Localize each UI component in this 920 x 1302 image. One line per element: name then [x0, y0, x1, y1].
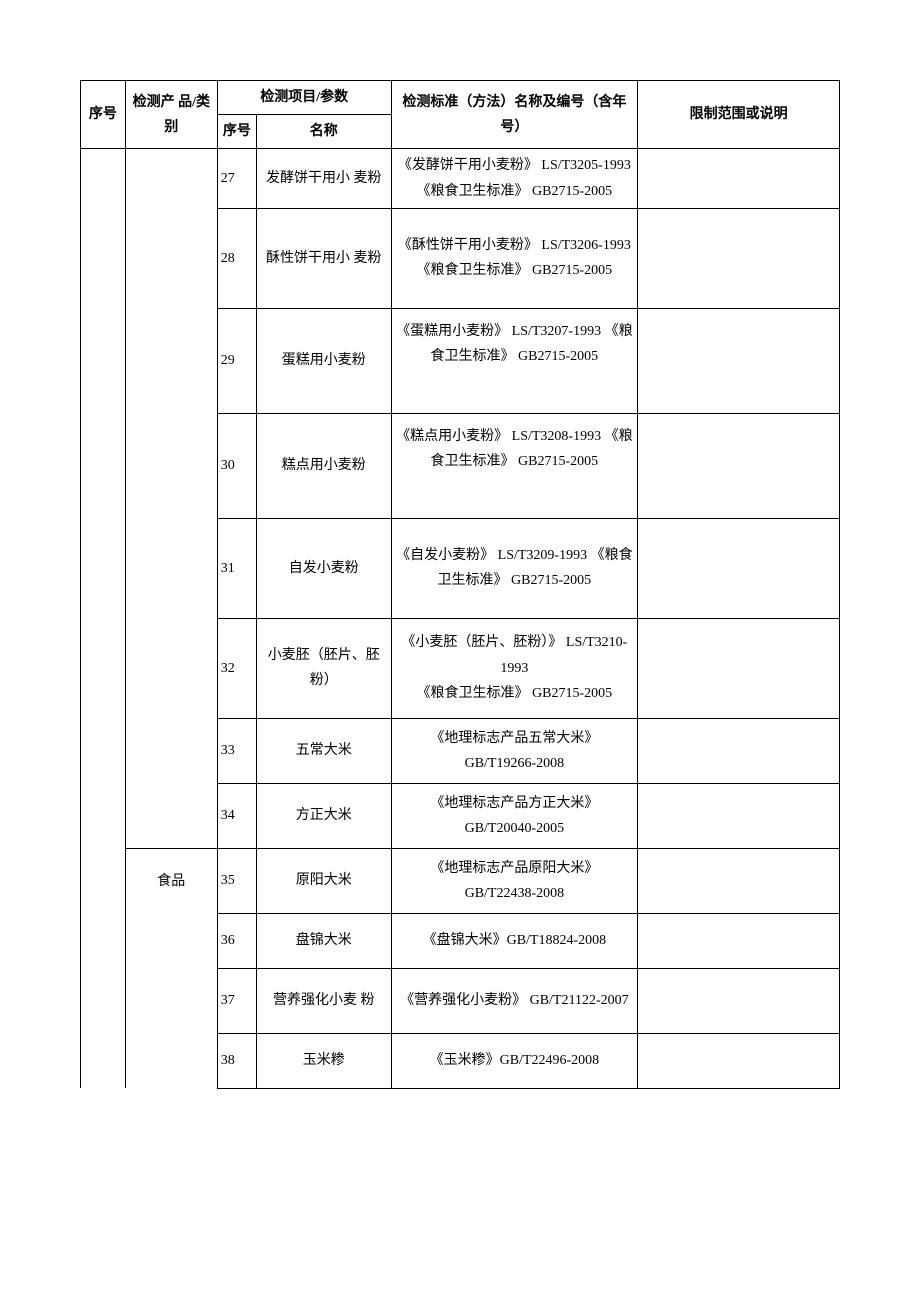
cell-std: 《酥性饼干用小麦粉》 LS/T3206-1993 《粮食卫生标准》 GB2715… — [391, 208, 638, 308]
table-row: 食品 35 原阳大米 《地理标志产品原阳大米》 GB/T22438-2008 — [81, 848, 840, 913]
cell-limit — [638, 848, 840, 913]
table-header: 序号 检测产 品/类别 检测项目/参数 检测标准（方法）名称及编号（含年号） 限… — [81, 81, 840, 149]
cell-sub-seq: 31 — [217, 518, 256, 618]
cell-limit — [638, 413, 840, 518]
cell-sub-seq: 30 — [217, 413, 256, 518]
cell-category: 食品 — [125, 848, 217, 1088]
table-row: 27 发酵饼干用小 麦粉 《发酵饼干用小麦粉》 LS/T3205-1993 《粮… — [81, 149, 840, 208]
cell-std: 《地理标志产品五常大米》 GB/T19266-2008 — [391, 718, 638, 783]
header-sub-seq: 序号 — [217, 115, 256, 149]
cell-limit — [638, 208, 840, 308]
cell-sub-seq: 35 — [217, 848, 256, 913]
cell-sub-seq: 33 — [217, 718, 256, 783]
cell-name: 发酵饼干用小 麦粉 — [257, 149, 392, 208]
cell-std: 《地理标志产品原阳大米》 GB/T22438-2008 — [391, 848, 638, 913]
header-name: 名称 — [257, 115, 392, 149]
cell-name: 小麦胚（胚片、胚粉） — [257, 618, 392, 718]
cell-sub-seq: 38 — [217, 1033, 256, 1088]
cell-name: 五常大米 — [257, 718, 392, 783]
inspection-table: 序号 检测产 品/类别 检测项目/参数 检测标准（方法）名称及编号（含年号） 限… — [80, 80, 840, 1089]
cell-name: 原阳大米 — [257, 848, 392, 913]
cell-seq — [81, 149, 126, 848]
header-category: 检测产 品/类别 — [125, 81, 217, 149]
cell-limit — [638, 783, 840, 848]
cell-sub-seq: 36 — [217, 913, 256, 968]
cell-sub-seq: 29 — [217, 308, 256, 413]
cell-std: 《糕点用小麦粉》 LS/T3208-1993 《粮食卫生标准》 GB2715-2… — [391, 413, 638, 518]
cell-limit — [638, 618, 840, 718]
cell-sub-seq: 28 — [217, 208, 256, 308]
cell-limit — [638, 1033, 840, 1088]
cell-name: 糕点用小麦粉 — [257, 413, 392, 518]
cell-limit — [638, 149, 840, 208]
cell-std: 《玉米糁》GB/T22496-2008 — [391, 1033, 638, 1088]
header-seq: 序号 — [81, 81, 126, 149]
cell-limit — [638, 718, 840, 783]
cell-name: 方正大米 — [257, 783, 392, 848]
cell-limit — [638, 968, 840, 1033]
cell-std: 《营养强化小麦粉》 GB/T21122-2007 — [391, 968, 638, 1033]
cell-std: 《自发小麦粉》 LS/T3209-1993 《粮食卫生标准》 GB2715-20… — [391, 518, 638, 618]
cell-limit — [638, 913, 840, 968]
cell-name: 玉米糁 — [257, 1033, 392, 1088]
cell-name: 自发小麦粉 — [257, 518, 392, 618]
cell-limit — [638, 518, 840, 618]
cell-category — [125, 149, 217, 848]
cell-std: 《地理标志产品方正大米》 GB/T20040-2005 — [391, 783, 638, 848]
cell-seq — [81, 848, 126, 1088]
cell-sub-seq: 34 — [217, 783, 256, 848]
cell-name: 酥性饼干用小 麦粉 — [257, 208, 392, 308]
header-param-group: 检测项目/参数 — [217, 81, 391, 115]
table-body: 27 发酵饼干用小 麦粉 《发酵饼干用小麦粉》 LS/T3205-1993 《粮… — [81, 149, 840, 1088]
cell-std: 《盘锦大米》GB/T18824-2008 — [391, 913, 638, 968]
header-limit: 限制范围或说明 — [638, 81, 840, 149]
cell-name: 蛋糕用小麦粉 — [257, 308, 392, 413]
cell-sub-seq: 32 — [217, 618, 256, 718]
cell-limit — [638, 308, 840, 413]
cell-std: 《蛋糕用小麦粉》 LS/T3207-1993 《粮食卫生标准》 GB2715-2… — [391, 308, 638, 413]
cell-std: 《发酵饼干用小麦粉》 LS/T3205-1993 《粮食卫生标准》 GB2715… — [391, 149, 638, 208]
cell-name: 营养强化小麦 粉 — [257, 968, 392, 1033]
header-standard: 检测标准（方法）名称及编号（含年号） — [391, 81, 638, 149]
cell-name: 盘锦大米 — [257, 913, 392, 968]
cell-sub-seq: 27 — [217, 149, 256, 208]
cell-sub-seq: 37 — [217, 968, 256, 1033]
cell-std: 《小麦胚（胚片、胚粉）》 LS/T3210-1993 《粮食卫生标准》 GB27… — [391, 618, 638, 718]
